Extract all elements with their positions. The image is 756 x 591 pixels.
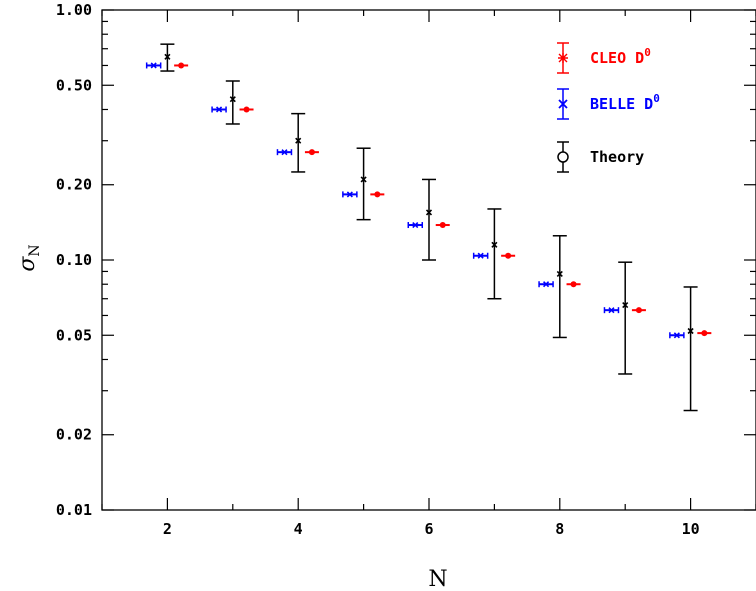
theory-marker — [295, 137, 302, 144]
cleo-point — [174, 62, 189, 69]
belle-marker — [608, 307, 615, 314]
theory-marker — [229, 96, 236, 103]
cleo-point — [239, 106, 254, 113]
belle-marker — [412, 221, 419, 229]
belle-marker — [281, 149, 288, 156]
legend-label: CLEO D0 — [590, 46, 651, 67]
theory-point — [160, 43, 175, 72]
theory-marker — [164, 53, 171, 60]
belle-point — [538, 281, 554, 288]
x-tick-labels: 2 4 6 8 10 — [163, 520, 700, 538]
belle-marker — [346, 191, 353, 198]
y-axis-symbol: σ — [15, 256, 40, 272]
belle-point — [669, 332, 685, 339]
legend-item: BELLE D0 — [557, 88, 660, 120]
belle-point — [145, 62, 162, 69]
axis-ticks — [101, 9, 756, 511]
legend-label-superscript: 0 — [653, 92, 660, 105]
theory-marker — [556, 270, 563, 277]
legend: CLEO D0 BELLE D0 Theory — [557, 42, 660, 173]
cleo-point — [501, 252, 516, 259]
x-tick-label: 4 — [294, 520, 303, 538]
cleo-marker — [635, 307, 642, 314]
theory-point — [356, 147, 371, 221]
theory-marker — [622, 302, 629, 309]
legend-marker — [557, 151, 569, 163]
belle-point — [407, 221, 424, 229]
cleo-marker — [570, 281, 577, 288]
theory-point — [422, 178, 436, 261]
belle-point — [603, 307, 620, 314]
theory-point — [225, 80, 240, 125]
cleo-point — [631, 307, 646, 314]
legend-item: CLEO D0 — [557, 42, 651, 74]
theory-point — [291, 112, 306, 173]
legend-label-superscript: 0 — [644, 46, 651, 59]
cleo-point — [435, 222, 450, 229]
x-tick-label: 2 — [163, 520, 172, 538]
theory-point — [618, 261, 633, 375]
theory-marker — [360, 176, 367, 183]
belle-marker — [150, 62, 157, 69]
belle-point — [211, 106, 227, 113]
belle-point — [276, 149, 293, 156]
data-marks — [145, 43, 712, 412]
theory-point — [552, 235, 567, 339]
y-axis-subscript: N — [27, 244, 43, 256]
legend-label: BELLE D0 — [590, 92, 660, 113]
legend-item: Theory — [557, 141, 644, 173]
cleo-marker — [178, 62, 185, 69]
y-tick-label: 0.20 — [56, 176, 92, 194]
belle-point — [342, 191, 358, 198]
belle-point — [472, 252, 489, 259]
y-tick-label: 0.05 — [56, 326, 92, 344]
y-tick-labels: 0.01 0.02 0.05 0.10 0.20 0.50 1.00 — [56, 1, 92, 519]
legend-marker — [558, 99, 568, 109]
cleo-marker — [505, 252, 512, 259]
cleo-marker — [439, 222, 446, 229]
x-tick-label: 6 — [424, 520, 433, 538]
theory-marker — [491, 241, 498, 248]
cleo-point — [370, 191, 385, 198]
cleo-point — [566, 281, 581, 288]
x-tick-label: 10 — [682, 520, 700, 538]
cleo-marker — [701, 330, 708, 337]
cleo-marker — [374, 191, 381, 198]
cleo-point — [304, 149, 319, 156]
belle-marker — [543, 281, 550, 288]
legend-marker — [558, 53, 568, 63]
theory-point — [487, 208, 502, 300]
belle-marker — [216, 106, 223, 113]
y-tick-label: 1.00 — [56, 1, 92, 19]
x-axis-title: N — [428, 567, 447, 591]
cleo-marker — [308, 149, 315, 156]
theory-point — [683, 286, 698, 412]
belle-marker — [673, 332, 680, 339]
y-tick-label: 0.10 — [56, 251, 92, 269]
cleo-point — [697, 330, 712, 337]
theory-marker — [425, 209, 433, 216]
x-tick-label: 8 — [555, 520, 564, 538]
y-tick-label: 0.01 — [56, 501, 92, 519]
y-tick-label: 0.02 — [56, 426, 92, 444]
y-tick-label: 0.50 — [56, 76, 92, 94]
y-axis-title: σN — [15, 244, 43, 271]
legend-label: Theory — [590, 148, 644, 166]
theory-marker — [687, 327, 694, 335]
cleo-marker — [243, 106, 250, 113]
belle-marker — [477, 252, 484, 259]
